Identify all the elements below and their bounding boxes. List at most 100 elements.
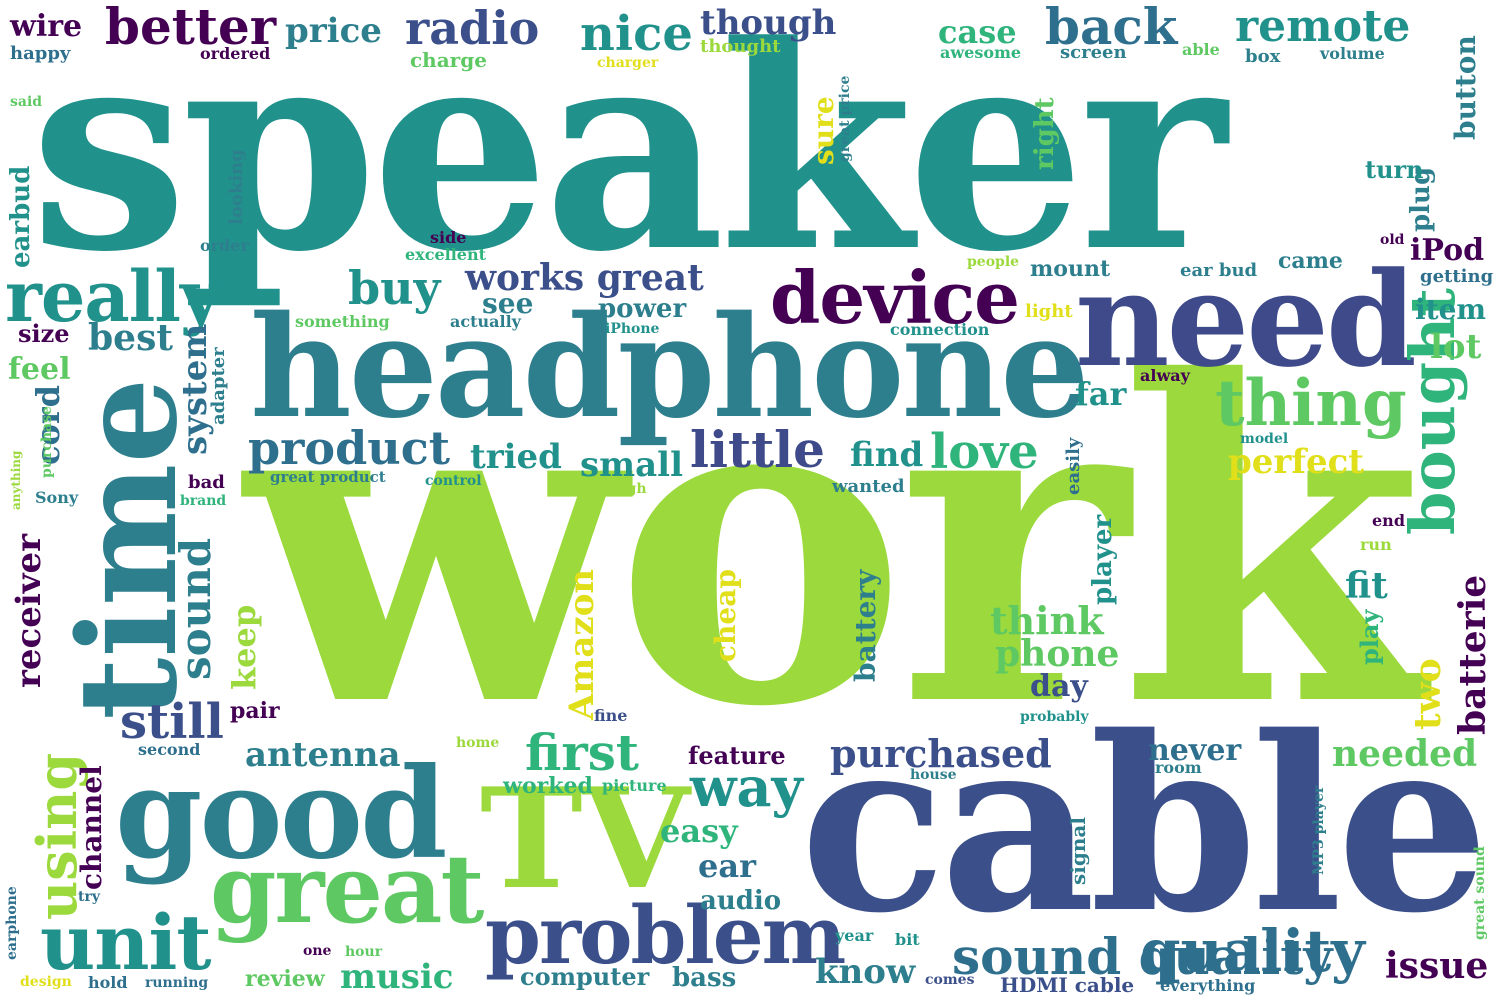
word-music: music xyxy=(340,957,454,997)
word-speaker: speaker xyxy=(30,0,1227,314)
word-comes: comes xyxy=(925,972,975,988)
word-case: case xyxy=(938,13,1017,51)
word-fit: fit xyxy=(1345,565,1388,607)
word-device: device xyxy=(770,255,1020,340)
word-hour: hour xyxy=(345,944,383,960)
word-batterie: batterie xyxy=(1452,574,1494,735)
word-people: people xyxy=(967,254,1020,270)
word-able: able xyxy=(1182,40,1220,59)
word-worked: worked xyxy=(503,773,593,799)
word-see: see xyxy=(482,287,534,320)
word-actually: actually xyxy=(450,312,521,331)
word-way: way xyxy=(690,755,803,819)
word-feature: feature xyxy=(688,741,786,770)
word-audio: audio xyxy=(700,886,782,916)
word-right: right xyxy=(1030,97,1060,170)
word-quality: quality xyxy=(1140,917,1365,985)
word-small: small xyxy=(580,445,683,485)
word-little: little xyxy=(690,420,825,479)
word-though: though xyxy=(700,3,837,43)
word-volume: volume xyxy=(1320,44,1385,63)
word-think: think xyxy=(990,598,1104,643)
word-sound-quality: sound quality xyxy=(952,927,1333,986)
word-pair: pair xyxy=(230,698,280,724)
word-room: room xyxy=(1155,758,1202,777)
word-good: good xyxy=(115,741,448,887)
word-computer: computer xyxy=(520,962,650,991)
word-remote: remote xyxy=(1235,1,1411,52)
word-lot: lot xyxy=(1430,327,1482,367)
word-works-great: works great xyxy=(465,257,704,299)
word-problem: problem xyxy=(485,888,846,982)
word-picture: picture xyxy=(602,776,667,795)
word-thought: thought xyxy=(700,36,781,57)
word-find: find xyxy=(850,435,924,475)
word-design: design xyxy=(20,974,72,990)
word-try: try xyxy=(78,889,100,905)
word-adapter: adapter xyxy=(208,347,229,425)
word-nice: nice xyxy=(580,6,693,62)
word-said: said xyxy=(10,94,43,110)
word-probably: probably xyxy=(1020,709,1089,725)
word-system: system xyxy=(175,323,215,455)
word-back: back xyxy=(1045,0,1178,56)
word-work: work xyxy=(245,286,1424,803)
word-bass: bass xyxy=(672,963,737,993)
word-item: item xyxy=(1415,293,1487,326)
word-running: running xyxy=(145,975,209,991)
word-purchased: purchased xyxy=(830,731,1052,776)
word-great-price: great price xyxy=(837,75,853,162)
word-ordered: ordered xyxy=(200,44,271,63)
word-order: order xyxy=(200,236,249,255)
word-side: side xyxy=(430,228,467,247)
word-looking: looking xyxy=(226,149,247,225)
word-brand: brand xyxy=(180,493,227,509)
word-end: end xyxy=(1372,511,1405,530)
word-tv: TV xyxy=(480,757,690,920)
word-screen: screen xyxy=(1060,42,1127,63)
word-one: one xyxy=(303,943,332,959)
word-house: house xyxy=(910,767,957,783)
word-feel: feel xyxy=(8,352,71,387)
word-perfect: perfect xyxy=(1228,442,1364,482)
word-better: better xyxy=(105,0,277,56)
word-hdmi-cable: HDMI cable xyxy=(1000,973,1135,997)
word-second: second xyxy=(138,740,201,759)
word-light: light xyxy=(1025,301,1073,322)
word-two: two xyxy=(1407,658,1449,730)
word-awesome: awesome xyxy=(940,43,1022,62)
word-enough: enough xyxy=(588,481,647,497)
word-product: product xyxy=(248,421,450,475)
word-charge: charge xyxy=(410,48,487,72)
word-ipod: iPod xyxy=(1410,233,1485,268)
word-easy: easy xyxy=(660,812,738,850)
word-sure: sure xyxy=(807,96,840,165)
word-price: price xyxy=(285,11,382,51)
word-review: review xyxy=(245,966,325,992)
word-issue: issue xyxy=(1385,945,1489,987)
word-battery: battery xyxy=(849,569,882,682)
word-antenna: antenna xyxy=(245,735,401,775)
word-mount: mount xyxy=(1030,256,1111,282)
word-keep: keep xyxy=(225,604,263,690)
word-came: came xyxy=(1278,248,1343,274)
word-thing: thing xyxy=(1215,366,1407,441)
word-buy: buy xyxy=(348,261,441,315)
word-headphone: headphone xyxy=(250,286,1089,450)
word-great: great xyxy=(210,834,484,945)
word-sony: Sony xyxy=(35,488,79,507)
word-radio: radio xyxy=(405,1,540,55)
word-home: home xyxy=(456,735,500,751)
word-bit: bit xyxy=(895,930,920,949)
word-amazon: Amazon xyxy=(562,568,602,720)
word-know: know xyxy=(815,952,916,992)
word-run: run xyxy=(1360,535,1392,554)
word-channel: channel xyxy=(75,765,108,890)
word-year: year xyxy=(835,926,874,945)
word-signal: signal xyxy=(1066,817,1090,885)
word-cheap: cheap xyxy=(709,569,742,662)
word-wire: wire xyxy=(10,9,83,44)
word-excellent: excellent xyxy=(405,245,486,264)
word-ear: ear xyxy=(698,847,756,885)
